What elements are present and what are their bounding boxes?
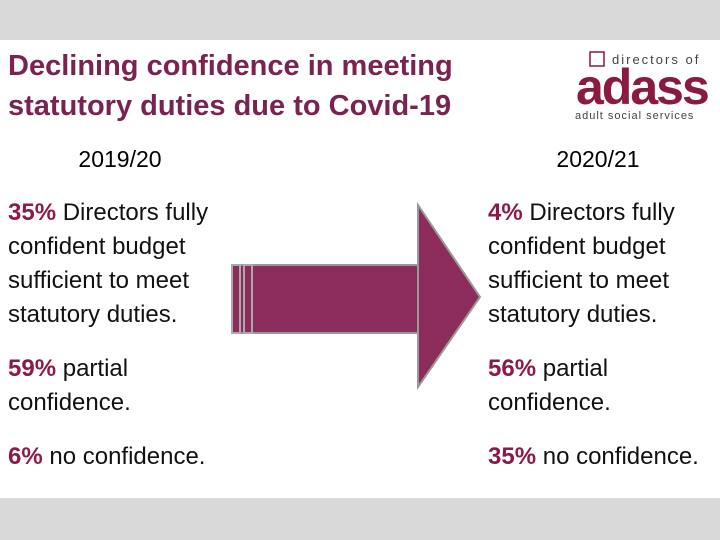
logo-top-text: directors of: [612, 52, 701, 67]
item: 35% no confidence.: [488, 440, 716, 474]
column-heading: 2020/21: [556, 146, 640, 172]
item-text: Directors fully confident budget suffici…: [488, 199, 675, 328]
item: 59% partial confidence.: [8, 352, 233, 420]
column-heading: 2019/20: [78, 146, 162, 172]
logo-name: adass: [576, 59, 710, 115]
item: 56% partial confidence.: [488, 352, 716, 420]
percent: 35%: [8, 199, 57, 226]
top-band: [0, 0, 720, 40]
slide-title: Declining confidence in meeting statutor…: [8, 50, 453, 122]
column: 4% Directors fully confident budget suff…: [488, 196, 716, 494]
percent: 59%: [8, 355, 57, 382]
item-text: no confidence.: [49, 443, 206, 470]
column: 35% Directors fully confident budget suf…: [8, 196, 233, 494]
item-text: no confidence.: [542, 443, 699, 470]
bottom-band: [0, 498, 720, 540]
item-text: Directors fully confident budget suffici…: [8, 199, 209, 328]
item: 35% Directors fully confident budget suf…: [8, 196, 233, 332]
percent: 35%: [488, 443, 537, 470]
item: 6% no confidence.: [8, 440, 233, 474]
item-text: partial confidence.: [8, 355, 131, 416]
item: 4% Directors fully confident budget suff…: [488, 196, 716, 332]
percent: 56%: [488, 355, 537, 382]
item-text: partial confidence.: [488, 355, 611, 416]
logo-tagline: adult social services: [575, 110, 695, 122]
percent: 4%: [488, 199, 523, 226]
percent: 6%: [8, 443, 43, 470]
